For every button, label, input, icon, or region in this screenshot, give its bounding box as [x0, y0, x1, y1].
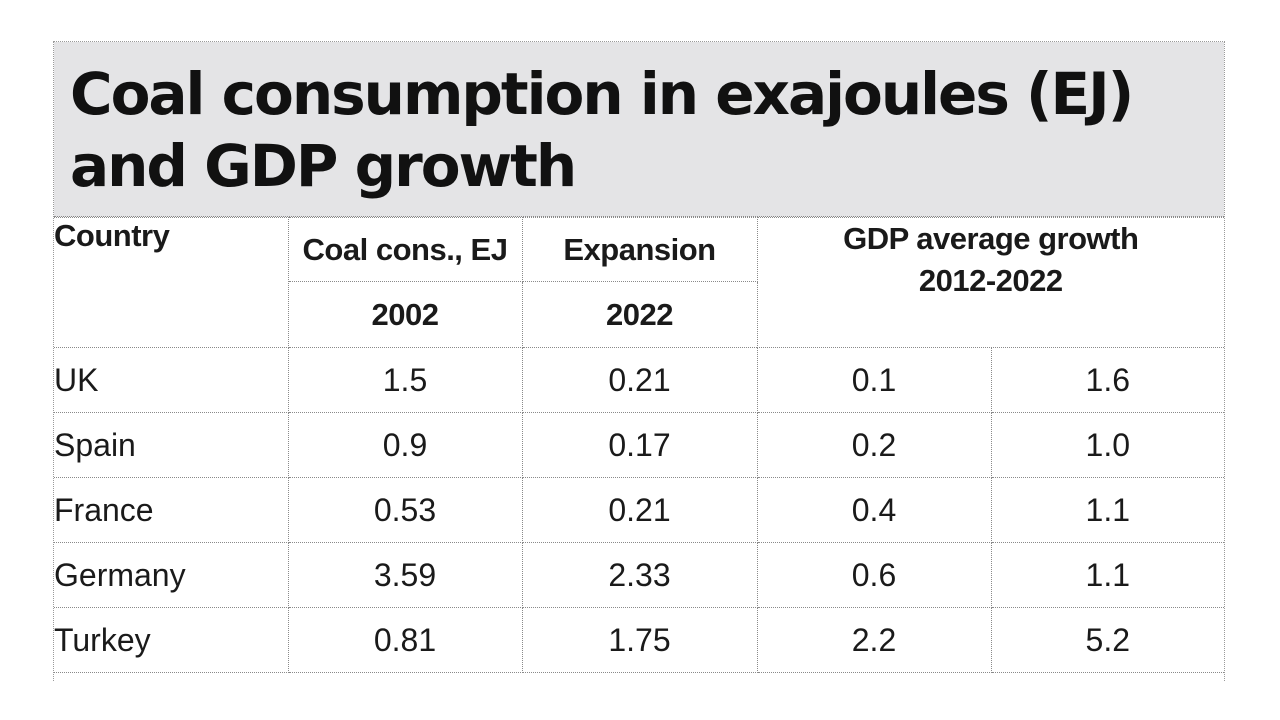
cell-gdp-a: 0.1 — [756, 347, 992, 413]
cell-gdp-b: 1.6 — [990, 347, 1225, 413]
cell-country: Turkey — [54, 607, 289, 673]
cell-coal-2002: 1.5 — [287, 347, 523, 413]
cell-country: Spain — [54, 412, 289, 478]
cell-gdp-a: 0.6 — [756, 542, 992, 608]
header-coal-cons: Coal cons., EJ — [287, 217, 523, 282]
title-band: Coal consumption in exajoules (EJ) and G… — [54, 42, 1224, 217]
cell-gdp-a: 0.4 — [756, 477, 992, 543]
cell-gdp-a: 2.2 — [756, 607, 992, 673]
cell-country: UK — [54, 347, 289, 413]
cell-gdp-b: 1.0 — [990, 412, 1225, 478]
table-row: Spain 0.9 0.17 0.2 1.0 — [54, 412, 1225, 478]
data-table: Country Coal cons., EJ Expansion GDP ave… — [54, 217, 1225, 673]
page-title: Coal consumption in exajoules (EJ) and G… — [70, 60, 1134, 200]
table-row: Germany 3.59 2.33 0.6 1.1 — [54, 542, 1225, 608]
cell-country: Germany — [54, 542, 289, 608]
table-card: Coal consumption in exajoules (EJ) and G… — [53, 41, 1225, 681]
cell-gdp-b: 5.2 — [990, 607, 1225, 673]
cell-gdp-b: 1.1 — [990, 477, 1225, 543]
header-expansion: Expansion — [521, 217, 758, 282]
cell-coal-2022: 0.21 — [521, 477, 758, 543]
header-row: Country Coal cons., EJ Expansion GDP ave… — [54, 217, 1225, 348]
table-row: Turkey 0.81 1.75 2.2 5.2 — [54, 607, 1225, 673]
cell-coal-2002: 0.53 — [287, 477, 523, 543]
cell-coal-2022: 2.33 — [521, 542, 758, 608]
header-subrow: 2002 2022 — [54, 281, 1224, 348]
cell-coal-2002: 0.81 — [287, 607, 523, 673]
cell-coal-2022: 0.21 — [521, 347, 758, 413]
cell-country: France — [54, 477, 289, 543]
cell-gdp-a: 0.2 — [756, 412, 992, 478]
header-year-2002: 2002 — [288, 281, 523, 348]
header-gdp: GDP average growth 2012-2022 — [756, 217, 1225, 348]
header-gdp-line2: 2012-2022 — [918, 263, 1063, 298]
cell-coal-2002: 0.9 — [287, 412, 523, 478]
cell-gdp-b: 1.1 — [990, 542, 1225, 608]
header-country: Country — [54, 217, 289, 348]
cell-coal-2022: 0.17 — [521, 412, 758, 478]
cell-coal-2002: 3.59 — [287, 542, 523, 608]
header-year-2022: 2022 — [521, 281, 757, 348]
table-row: UK 1.5 0.21 0.1 1.6 — [54, 347, 1225, 413]
table-row: France 0.53 0.21 0.4 1.1 — [54, 477, 1225, 543]
cell-coal-2022: 1.75 — [521, 607, 758, 673]
header-gdp-line1: GDP average growth — [843, 221, 1139, 256]
